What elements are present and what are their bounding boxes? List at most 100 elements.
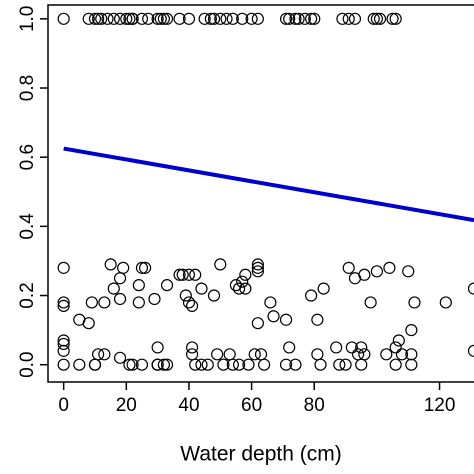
data-point bbox=[204, 12, 217, 25]
x-tick-label: 0 bbox=[58, 395, 69, 416]
data-point bbox=[160, 12, 174, 25]
data-point bbox=[370, 12, 383, 25]
data-point bbox=[135, 261, 149, 274]
data-point bbox=[82, 12, 95, 25]
data-point bbox=[185, 299, 199, 313]
data-point bbox=[364, 296, 377, 309]
x-tick-label: 20 bbox=[116, 395, 137, 416]
data-point bbox=[358, 268, 371, 281]
data-point bbox=[348, 12, 362, 25]
data-point bbox=[151, 341, 164, 354]
data-point bbox=[305, 289, 318, 302]
data-point bbox=[355, 341, 368, 354]
data-point bbox=[232, 358, 246, 371]
data-point bbox=[113, 351, 127, 364]
data-point bbox=[311, 348, 324, 361]
data-point bbox=[57, 358, 70, 371]
data-point bbox=[251, 261, 264, 274]
data-point bbox=[367, 12, 380, 25]
data-point bbox=[402, 265, 415, 278]
data-point bbox=[258, 358, 271, 371]
data-point bbox=[82, 317, 95, 330]
x-tick-label: 60 bbox=[241, 395, 262, 416]
data-point bbox=[185, 341, 199, 354]
data-point bbox=[113, 272, 127, 285]
data-point bbox=[439, 296, 452, 309]
data-point bbox=[201, 358, 214, 371]
data-point bbox=[380, 348, 393, 361]
data-point bbox=[251, 258, 264, 271]
fit-line bbox=[63, 146, 474, 223]
data-point bbox=[88, 358, 102, 371]
y-tick-label: 0.0 bbox=[17, 351, 38, 377]
plot-frame bbox=[47, 4, 474, 383]
data-point bbox=[267, 310, 280, 323]
data-point bbox=[185, 348, 199, 361]
data-point bbox=[373, 12, 387, 25]
data-point bbox=[292, 12, 305, 25]
data-point bbox=[113, 12, 127, 25]
data-point bbox=[355, 358, 368, 371]
data-point bbox=[57, 261, 70, 274]
data-point bbox=[279, 313, 293, 326]
data-point bbox=[211, 348, 224, 361]
data-point bbox=[217, 358, 230, 371]
data-point bbox=[220, 12, 233, 25]
data-point bbox=[333, 358, 346, 371]
x-tick-label: 80 bbox=[304, 395, 325, 416]
data-point bbox=[264, 296, 277, 309]
data-point bbox=[107, 12, 120, 25]
data-point bbox=[88, 12, 102, 25]
data-point bbox=[317, 282, 330, 295]
data-point bbox=[189, 358, 202, 371]
data-point bbox=[283, 12, 296, 25]
data-point bbox=[279, 12, 293, 25]
data-point bbox=[467, 344, 474, 357]
data-point bbox=[226, 12, 239, 25]
data-point bbox=[173, 268, 186, 281]
data-point bbox=[389, 358, 402, 371]
data-point bbox=[339, 358, 352, 371]
data-point bbox=[242, 358, 255, 371]
data-point bbox=[370, 265, 383, 278]
data-point bbox=[176, 268, 189, 281]
data-point bbox=[101, 12, 114, 25]
data-point bbox=[314, 358, 327, 371]
data-point bbox=[113, 292, 127, 306]
data-point bbox=[132, 279, 145, 292]
data-point bbox=[251, 265, 264, 278]
data-point bbox=[245, 12, 258, 25]
x-tick-label: 120 bbox=[424, 395, 456, 416]
data-point bbox=[207, 12, 221, 25]
data-point bbox=[148, 292, 161, 306]
data-point bbox=[92, 12, 105, 25]
data-point bbox=[160, 279, 174, 292]
data-point bbox=[251, 12, 264, 25]
data-point bbox=[236, 275, 249, 288]
data-point bbox=[405, 324, 418, 337]
data-point bbox=[157, 12, 170, 25]
data-point bbox=[198, 12, 211, 25]
data-point bbox=[395, 348, 409, 361]
data-point bbox=[207, 289, 221, 302]
data-point bbox=[336, 12, 349, 25]
data-point bbox=[236, 12, 249, 25]
data-point bbox=[151, 358, 164, 371]
data-point bbox=[251, 317, 264, 330]
data-point bbox=[254, 348, 268, 361]
data-point bbox=[408, 296, 421, 309]
data-point bbox=[239, 268, 252, 281]
data-point bbox=[283, 341, 296, 354]
data-point bbox=[57, 344, 70, 357]
data-point bbox=[330, 341, 343, 354]
y-tick-label: 0.4 bbox=[17, 213, 38, 240]
data-point bbox=[85, 296, 98, 309]
data-point bbox=[298, 12, 311, 25]
data-point bbox=[226, 358, 239, 371]
data-point bbox=[123, 358, 136, 371]
data-point bbox=[117, 261, 130, 274]
data-point bbox=[223, 348, 236, 361]
data-point bbox=[389, 12, 402, 25]
data-point bbox=[173, 12, 186, 25]
data-point bbox=[308, 12, 321, 25]
